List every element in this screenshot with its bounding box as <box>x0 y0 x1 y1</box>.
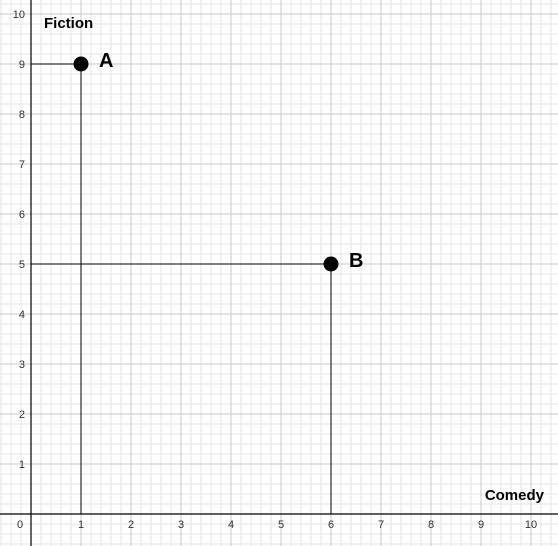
x-tick-label: 5 <box>278 519 284 531</box>
x-tick-label: 0 <box>17 519 23 531</box>
x-tick-label: 6 <box>328 519 334 531</box>
y-axis-title: Fiction <box>44 15 93 32</box>
x-tick-label: 7 <box>378 519 384 531</box>
x-tick-label: 10 <box>525 519 537 531</box>
x-tick-label: 1 <box>78 519 84 531</box>
guide-lines <box>31 63 332 514</box>
x-tick-label: 2 <box>128 519 134 531</box>
x-axis-title: Comedy <box>485 487 545 504</box>
data-points: AB <box>73 50 363 272</box>
data-point <box>73 56 89 72</box>
y-tick-label: 9 <box>19 59 25 71</box>
data-point-label: B <box>349 250 363 272</box>
y-tick-label: 10 <box>13 9 25 21</box>
x-tick-label: 4 <box>228 519 234 531</box>
y-tick-label: 6 <box>19 209 25 221</box>
x-tick-label: 8 <box>428 519 434 531</box>
x-tick-label: 9 <box>478 519 484 531</box>
data-point <box>323 256 339 272</box>
y-tick-label: 5 <box>19 259 25 271</box>
y-tick-label: 2 <box>19 409 25 421</box>
tick-labels: 0 1 2 3 4 5 6 7 8 9 10 1 2 3 4 5 6 7 8 9 10 <box>13 9 537 531</box>
y-tick-label: 8 <box>19 109 25 121</box>
y-tick-label: 4 <box>19 309 25 321</box>
y-tick-label: 1 <box>19 459 25 471</box>
y-tick-label: 7 <box>19 159 25 171</box>
y-tick-label: 3 <box>19 359 25 371</box>
data-point-label: A <box>99 50 113 72</box>
x-tick-label: 3 <box>178 519 184 531</box>
